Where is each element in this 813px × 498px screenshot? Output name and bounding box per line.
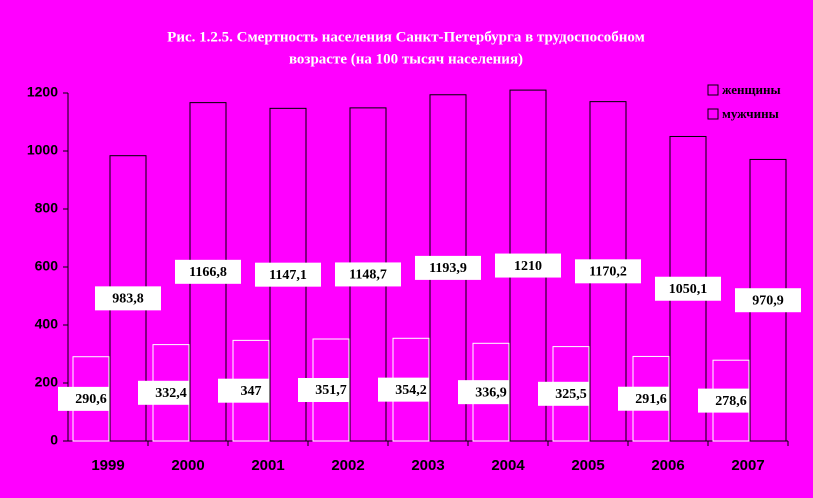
data-label-box bbox=[415, 255, 481, 280]
data-label: 351,7 bbox=[315, 383, 347, 398]
data-label-box bbox=[495, 253, 561, 278]
x-tick-label: 2006 bbox=[651, 457, 684, 474]
data-label-box bbox=[95, 286, 161, 311]
data-label: 1166,8 bbox=[189, 265, 227, 280]
legend-label: мужчины bbox=[722, 106, 779, 121]
data-label: 1210 bbox=[514, 259, 542, 274]
data-label-box bbox=[255, 262, 321, 287]
data-label: 291,6 bbox=[635, 392, 667, 407]
x-tick-label: 2007 bbox=[731, 457, 764, 474]
data-label: 278,6 bbox=[715, 394, 747, 409]
x-tick-label: 2001 bbox=[251, 457, 284, 474]
legend-swatch bbox=[707, 84, 719, 96]
y-tick-label: 400 bbox=[35, 316, 59, 332]
data-label: 325,5 bbox=[555, 387, 587, 402]
data-label: 347 bbox=[241, 384, 262, 399]
data-label: 332,4 bbox=[155, 386, 187, 401]
y-tick-label: 600 bbox=[35, 258, 59, 274]
y-tick-label: 1000 bbox=[27, 142, 58, 158]
y-tick-label: 200 bbox=[35, 374, 59, 390]
data-label: 1050,1 bbox=[669, 282, 708, 297]
x-tick-label: 2003 bbox=[411, 457, 444, 474]
data-label: 290,6 bbox=[75, 392, 107, 407]
data-label: 336,9 bbox=[475, 385, 507, 400]
y-tick-label: 800 bbox=[35, 200, 59, 216]
data-label: 1147,1 bbox=[269, 268, 307, 283]
x-tick-label: 2002 bbox=[331, 457, 364, 474]
data-label: 1193,9 bbox=[429, 261, 467, 276]
legend-label: женщины bbox=[722, 82, 781, 97]
data-label: 354,2 bbox=[395, 383, 427, 398]
data-label-box bbox=[335, 262, 401, 287]
x-tick-label: 2000 bbox=[171, 457, 204, 474]
data-label: 970,9 bbox=[752, 293, 784, 308]
data-label: 1148,7 bbox=[349, 268, 387, 283]
y-tick-label: 1200 bbox=[27, 84, 58, 100]
data-label-box bbox=[175, 259, 241, 284]
legend-swatch bbox=[707, 108, 719, 120]
data-label: 1170,2 bbox=[589, 265, 627, 280]
chart-title: возрасте (на 100 тысяч населения) bbox=[289, 51, 523, 67]
chart-title: Рис. 1.2.5. Смертность населения Санкт-П… bbox=[167, 29, 645, 45]
x-tick-label: 1999 bbox=[91, 457, 124, 474]
data-label: 983,8 bbox=[112, 292, 144, 307]
x-tick-label: 2005 bbox=[571, 457, 604, 474]
data-label-box bbox=[735, 288, 801, 313]
y-tick-label: 0 bbox=[50, 432, 58, 448]
data-label-box bbox=[575, 259, 641, 284]
data-label-box bbox=[655, 276, 721, 301]
x-tick-label: 2004 bbox=[491, 457, 525, 474]
